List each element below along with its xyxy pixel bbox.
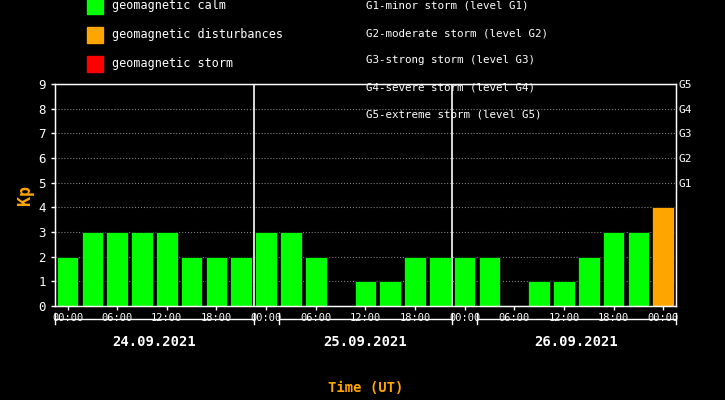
Bar	[379, 281, 401, 306]
Text: G2-moderate storm (level G2): G2-moderate storm (level G2)	[366, 28, 548, 38]
Bar	[529, 281, 550, 306]
Bar	[478, 257, 500, 306]
Text: geomagnetic storm: geomagnetic storm	[112, 57, 233, 70]
Text: 26.09.2021: 26.09.2021	[534, 335, 618, 349]
Bar	[603, 232, 624, 306]
Bar	[652, 207, 674, 306]
Bar	[156, 232, 178, 306]
Y-axis label: Kp: Kp	[17, 185, 34, 205]
Text: Time (UT): Time (UT)	[328, 381, 403, 395]
Bar	[628, 232, 650, 306]
Bar	[578, 257, 600, 306]
Bar	[107, 232, 128, 306]
Text: 25.09.2021: 25.09.2021	[323, 335, 407, 349]
Text: G3-strong storm (level G3): G3-strong storm (level G3)	[366, 56, 535, 66]
Text: geomagnetic disturbances: geomagnetic disturbances	[112, 28, 283, 41]
Bar	[405, 257, 426, 306]
Bar	[429, 257, 451, 306]
Bar	[206, 257, 227, 306]
Bar	[231, 257, 252, 306]
Bar	[280, 232, 302, 306]
Bar	[131, 232, 153, 306]
Text: geomagnetic calm: geomagnetic calm	[112, 0, 225, 12]
Text: G4-severe storm (level G4): G4-severe storm (level G4)	[366, 83, 535, 93]
Text: G1-minor storm (level G1): G1-minor storm (level G1)	[366, 1, 529, 11]
Bar	[255, 232, 277, 306]
Bar	[355, 281, 376, 306]
Bar	[57, 257, 78, 306]
Bar	[454, 257, 476, 306]
Bar	[553, 281, 575, 306]
Text: 24.09.2021: 24.09.2021	[112, 335, 196, 349]
Bar	[305, 257, 326, 306]
Text: G5-extreme storm (level G5): G5-extreme storm (level G5)	[366, 110, 542, 120]
Bar	[181, 257, 202, 306]
Bar	[81, 232, 103, 306]
